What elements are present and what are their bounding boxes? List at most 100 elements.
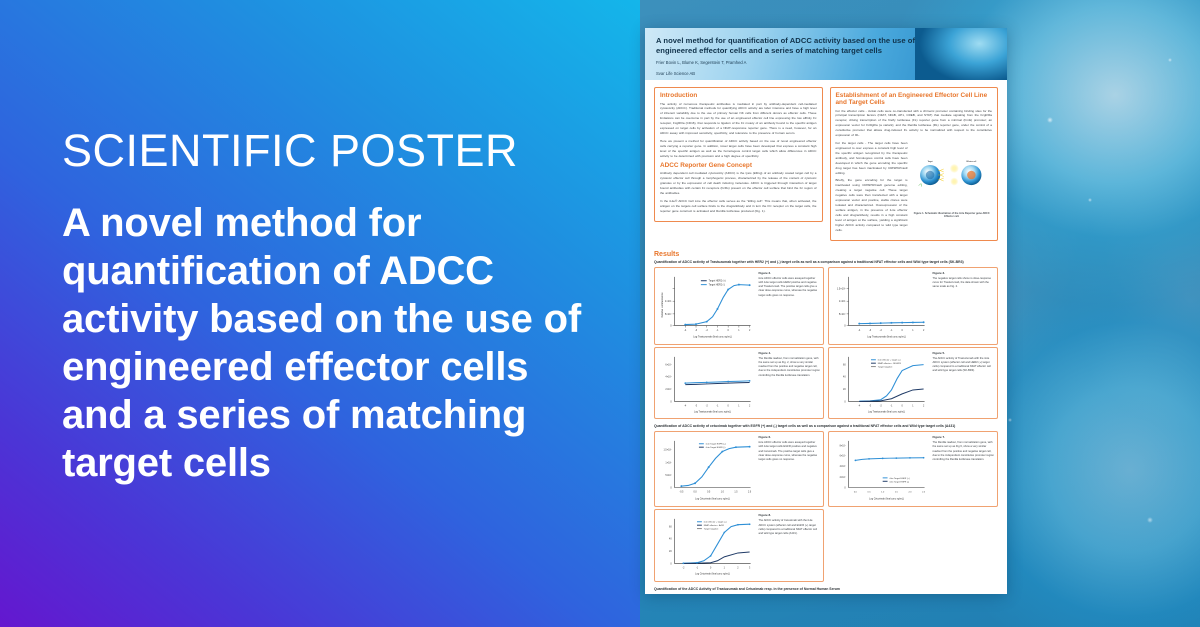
- svg-text:0: 0: [728, 330, 730, 332]
- figure-text: Figure 3. The negative target cells show…: [932, 271, 994, 341]
- svg-text:3: 3: [749, 568, 751, 570]
- svg-text:20: 20: [669, 551, 672, 553]
- introduction-paragraph: The activity of numerous therapeutic ant…: [660, 101, 817, 136]
- poster-thumbnail[interactable]: A novel method for quantification of ADC…: [645, 28, 1007, 594]
- figure-label: Figure 3.: [932, 270, 945, 275]
- svg-text:-3: -3: [869, 330, 872, 332]
- svg-text:0: 0: [844, 401, 846, 403]
- figure-cell: 0 5×10⁴ 1×10⁵ 1.5×10⁵ -0.5 0.0 0.5 1.0 1.5 2.0: [654, 431, 824, 508]
- establishment-box: Establishment of an Engineered Effector …: [829, 87, 998, 241]
- svg-text:1×10⁵: 1×10⁵: [665, 299, 672, 303]
- promo-eyebrow: SCIENTIFIC POSTER: [62, 125, 519, 176]
- svg-text:1×10⁵: 1×10⁵: [665, 460, 671, 464]
- svg-text:Log Trastuzumab (final conc ng: Log Trastuzumab (final conc ng/mL): [867, 335, 906, 338]
- plot-fig5: 0 20 40 60 -4 -3 -2 -1 0 1 2 iLite effector + ta…: [832, 350, 930, 416]
- svg-text:1.5×10⁵: 1.5×10⁵: [663, 448, 671, 452]
- svg-text:1×10⁵: 1×10⁵: [839, 299, 846, 303]
- svg-text:4×10⁴: 4×10⁴: [665, 374, 671, 378]
- svg-text:Log Cetuximab (final conc ng/m: Log Cetuximab (final conc ng/mL): [869, 497, 904, 500]
- svg-text:-1: -1: [696, 568, 699, 570]
- svg-text:0: 0: [670, 488, 672, 490]
- svg-text:-1: -1: [890, 330, 893, 332]
- svg-text:6×10⁴: 6×10⁴: [665, 362, 671, 366]
- svg-text:8×10⁴: 8×10⁴: [840, 444, 846, 448]
- figure-description: iLite ADCC effector cells were assayed t…: [758, 441, 818, 461]
- svg-text:-2: -2: [706, 405, 709, 407]
- figure-label: Figure 2.: [758, 270, 771, 275]
- poster-header: A novel method for quantification of ADC…: [645, 28, 1007, 80]
- svg-text:0: 0: [728, 405, 730, 407]
- figure-description: The ADCC activity of Cetuximab with the …: [758, 519, 817, 535]
- svg-text:6×10⁴: 6×10⁴: [840, 454, 846, 458]
- svg-text:Relative Luminescence: Relative Luminescence: [661, 292, 664, 318]
- establishment-paragraph: For the effector cells - Jurkat cells we…: [835, 108, 993, 138]
- figure-text: Figure 5. The ADCC activity of Trastuzum…: [932, 351, 994, 415]
- svg-text:1: 1: [912, 330, 914, 332]
- introduction-box: Introduction The activity of numerous th…: [654, 87, 823, 222]
- svg-text:-3: -3: [695, 330, 698, 332]
- figure-cell: 0 5×10⁴ 1×10⁵ -4 -3 -2 -1 0 1 2: [654, 266, 824, 345]
- figure-row-spacer: [828, 509, 998, 581]
- introduction-paragraph: Here we present a method for quantificat…: [660, 138, 817, 158]
- plot-fig8: 0 20 40 60 -2 -1 0 1 2 3: [658, 513, 756, 578]
- svg-text:20: 20: [843, 389, 846, 391]
- svg-text:-4: -4: [684, 330, 687, 332]
- figure-text: Figure 2. iLite ADCC effector cells were…: [758, 271, 820, 341]
- plot-fig4: 0 2×10⁴ 4×10⁴ 6×10⁴ -4 -3 -2 -1 0 1 2 Log Trastu…: [658, 350, 756, 416]
- svg-text:-3: -3: [869, 405, 872, 407]
- svg-text:iLite Target EGFR (-): iLite Target EGFR (-): [706, 446, 726, 449]
- svg-text:NFAT effector + A431: NFAT effector + A431: [704, 524, 725, 527]
- svg-text:0.5: 0.5: [707, 492, 711, 494]
- figure-cell: 0 2×10⁴ 4×10⁴ 6×10⁴ 8×10⁴ 0.0 0.5 1.0 1.5 2.0 2…: [828, 431, 998, 508]
- svg-text:40: 40: [843, 376, 846, 378]
- svg-text:60: 60: [843, 364, 846, 366]
- svg-text:1.5×10⁵: 1.5×10⁵: [837, 286, 846, 290]
- svg-text:-4: -4: [858, 330, 861, 332]
- svg-text:2: 2: [923, 330, 925, 332]
- promo-panel: SCIENTIFIC POSTER A novel method for qua…: [0, 0, 640, 627]
- plot-fig7: 0 2×10⁴ 4×10⁴ 6×10⁴ 8×10⁴ 0.0 0.5 1.0 1.5 2.0 2…: [832, 435, 930, 504]
- figure-description: iLite ADCC effector cells were assayed t…: [758, 276, 818, 297]
- results-heading: Results: [654, 250, 680, 258]
- figure-label: Figure 4.: [758, 350, 771, 355]
- svg-text:1.0: 1.0: [881, 492, 885, 494]
- plot-fig2: 0 5×10⁴ 1×10⁵ -4 -3 -2 -1 0 1 2: [658, 270, 756, 341]
- svg-text:-2: -2: [880, 405, 883, 407]
- figure-row: 0 2×10⁴ 4×10⁴ 6×10⁴ -4 -3 -2 -1 0 1 2 Log Trastu…: [654, 346, 998, 420]
- svg-text:2: 2: [737, 568, 739, 570]
- svg-text:-2: -2: [706, 330, 709, 332]
- svg-text:1: 1: [738, 330, 740, 332]
- svg-text:-1: -1: [890, 405, 893, 407]
- figure-text: Figure 6. iLite ADCC effector cells were…: [758, 435, 820, 503]
- svg-text:2.0: 2.0: [748, 492, 752, 494]
- svg-text:Log Cetuximab (final conc ng/m: Log Cetuximab (final conc ng/mL): [695, 573, 730, 576]
- svg-text:-2: -2: [682, 568, 685, 570]
- figure-description: The Renilla readout, from normalization …: [758, 356, 820, 377]
- svg-text:NFAT effector + SK-BR3: NFAT effector + SK-BR3: [878, 362, 902, 365]
- svg-text:0: 0: [902, 405, 904, 407]
- svg-text:iLite Target EGFR (-): iLite Target EGFR (-): [889, 480, 909, 483]
- figure-label: Figure 5.: [932, 350, 945, 355]
- svg-text:5×10⁴: 5×10⁴: [839, 311, 846, 315]
- figure-description: The negative target cells show no dose-r…: [932, 276, 992, 289]
- svg-text:1: 1: [912, 405, 914, 407]
- svg-text:Log Trastuzumab (final conc ng: Log Trastuzumab (final conc ng/mL): [693, 335, 732, 338]
- svg-text:iLite Target EGFR (+): iLite Target EGFR (+): [706, 443, 726, 446]
- figure-cell: 0 20 40 60 -4 -3 -2 -1 0 1 2 iLite effector + ta…: [828, 346, 998, 420]
- figure-text: Figure 4. The Renilla readout, from norm…: [758, 351, 820, 415]
- svg-text:-1: -1: [716, 405, 719, 407]
- svg-text:2: 2: [749, 405, 751, 407]
- svg-text:iLite Target EGFR (+): iLite Target EGFR (+): [889, 477, 909, 480]
- svg-text:0.5: 0.5: [868, 492, 872, 494]
- poster-authors: Frier Bovin L, Blume K, Segerstein T, Pr…: [656, 60, 747, 66]
- poster-title: A novel method for quantification of ADC…: [656, 36, 916, 56]
- establishment-paragraph: For the target cells - The target cells …: [835, 141, 908, 175]
- figure-description: The Renilla readout, from normalization …: [932, 441, 994, 461]
- figure-row: 0 20 40 60 -2 -1 0 1 2 3: [654, 509, 998, 582]
- establishment-heading: Establishment of an Engineered Effector …: [835, 92, 988, 106]
- svg-text:2×10⁴: 2×10⁴: [840, 475, 846, 479]
- svg-text:0: 0: [902, 330, 904, 332]
- figure-text: Figure 8. The ADCC activity of Cetuximab…: [758, 513, 820, 577]
- svg-text:5×10⁴: 5×10⁴: [665, 473, 671, 477]
- svg-text:5×10⁴: 5×10⁴: [665, 311, 672, 315]
